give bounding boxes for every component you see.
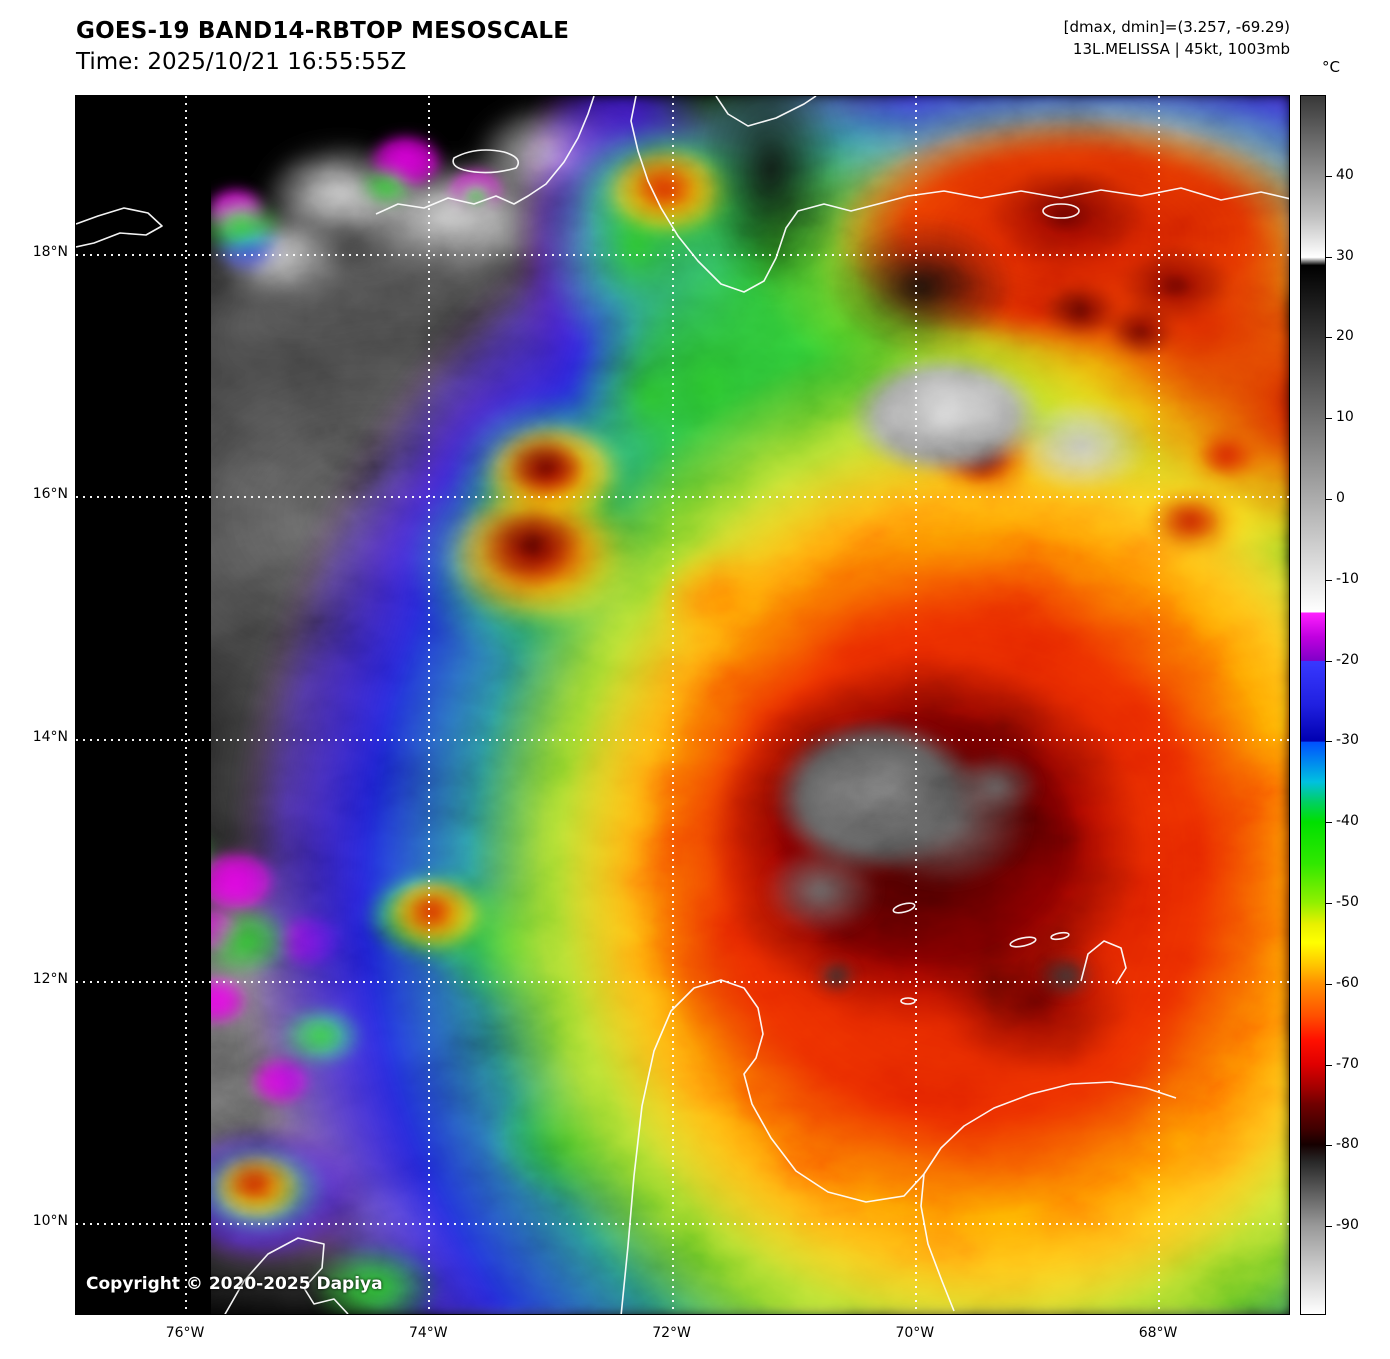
- colorbar-tick--70: [1326, 1064, 1332, 1066]
- coastline-maracaibo: [920, 1173, 955, 1312]
- coastline-guajira-venezuela: [620, 979, 1177, 1314]
- island-aruba: [892, 902, 916, 914]
- coastline-cuba-tip: [76, 207, 163, 248]
- lon-label-70w: 70°W: [895, 1325, 935, 1341]
- timestamp: Time: 2025/10/21 16:55:55Z: [76, 49, 407, 75]
- colorbar-tick--90: [1326, 1226, 1332, 1228]
- lat-label-10n: 10°N: [32, 1213, 68, 1230]
- gridline-lon-70w: [914, 96, 917, 1314]
- lake-enriquillo: [1042, 203, 1080, 219]
- title-block: GOES-19 BAND14-RBTOP MESOSCALE Time: 202…: [76, 16, 569, 78]
- colorbar-tick-10: [1326, 418, 1332, 420]
- lat-label-16n: 16°N: [32, 486, 68, 503]
- colorbar-tick--20: [1326, 660, 1332, 662]
- island-curacao: [1009, 936, 1037, 948]
- gridline-lat-12n: [76, 980, 1289, 983]
- coastline-hispaniola-south: [630, 96, 1289, 293]
- colorbar-tick-label-40: 40: [1336, 166, 1354, 183]
- lon-label-74w: 74°W: [408, 1325, 448, 1341]
- colorbar-tick-label-30: 30: [1336, 247, 1354, 264]
- coastline-haiti-peninsula: [375, 96, 595, 215]
- gridline-lat-18n: [76, 254, 1289, 257]
- colorbar-tick-label--30: -30: [1336, 732, 1359, 749]
- colorbar-tick-label--20: -20: [1336, 651, 1359, 668]
- colorbar-tick-label--10: -10: [1336, 570, 1359, 587]
- island-bonaire: [1050, 931, 1070, 941]
- colorbar-tick-label--80: -80: [1336, 1136, 1359, 1153]
- gridline-lat-14n: [76, 738, 1289, 741]
- colorbar-tick--10: [1326, 579, 1332, 581]
- data-edge-left: [76, 96, 211, 1314]
- colorbar: [1300, 95, 1326, 1315]
- gridline-lat-10n: [76, 1223, 1289, 1226]
- lon-label-76w: 76°W: [165, 1325, 205, 1341]
- lat-label-14n: 14°N: [32, 728, 68, 745]
- gridline-lat-16n: [76, 496, 1289, 499]
- gridline-lon-72w: [671, 96, 674, 1314]
- colorbar-tick-label--40: -40: [1336, 813, 1359, 830]
- colorbar-tick--30: [1326, 741, 1332, 743]
- gridline-lon-74w: [428, 96, 431, 1314]
- lat-label-18n: 18°N: [32, 244, 68, 261]
- storm-info: 13L.MELISSA | 45kt, 1003mb: [1072, 40, 1290, 58]
- colorbar-tick-label-0: 0: [1336, 489, 1345, 506]
- coastline-colombia: [224, 1237, 349, 1314]
- colorbar-tick-label--70: -70: [1336, 1055, 1359, 1072]
- lon-label-68w: 68°W: [1138, 1325, 1178, 1341]
- colorbar-tick-30: [1326, 256, 1332, 258]
- coastlines-overlay: [76, 96, 1289, 1314]
- dmax-dmin-readout: [dmax, dmin]=(3.257, -69.29): [1063, 18, 1290, 36]
- colorbar-tick-label--50: -50: [1336, 893, 1359, 910]
- colorbar-tick--50: [1326, 902, 1332, 904]
- colorbar-unit-label: °C: [1322, 58, 1340, 76]
- colorbar-tick-40: [1326, 175, 1332, 177]
- gridline-lon-76w: [185, 96, 188, 1314]
- lat-label-12n: 12°N: [32, 970, 68, 987]
- satellite-overshooting-tops-layer: [76, 96, 1289, 1314]
- coastline-ile-a-vache: [452, 149, 520, 174]
- page-title: GOES-19 BAND14-RBTOP MESOSCALE: [76, 18, 570, 44]
- copyright-text: Copyright © 2020-2025 Dapiya: [86, 1274, 383, 1294]
- lon-label-72w: 72°W: [652, 1325, 691, 1341]
- info-block: [dmax, dmin]=(3.257, -69.29) 13L.MELISSA…: [1064, 16, 1290, 60]
- colorbar-tick--80: [1326, 1145, 1332, 1147]
- coastline-hispaniola-north-fragment: [715, 96, 817, 127]
- colorbar-tick-label-10: 10: [1336, 409, 1354, 426]
- colorbar-tick--60: [1326, 983, 1332, 985]
- colorbar-tick-label--60: -60: [1336, 974, 1359, 991]
- gridline-lon-68w: [1158, 96, 1161, 1314]
- island-small: [900, 997, 916, 1005]
- colorbar-tick-20: [1326, 337, 1332, 339]
- map-area: Copyright © 2020-2025 Dapiya: [75, 95, 1290, 1315]
- colorbar-tick--40: [1326, 822, 1332, 824]
- coastline-paraguana: [1080, 940, 1127, 985]
- colorbar-tick-label--90: -90: [1336, 1217, 1359, 1234]
- colorbar-tick-0: [1326, 498, 1332, 500]
- colorbar-tick-label-20: 20: [1336, 328, 1354, 345]
